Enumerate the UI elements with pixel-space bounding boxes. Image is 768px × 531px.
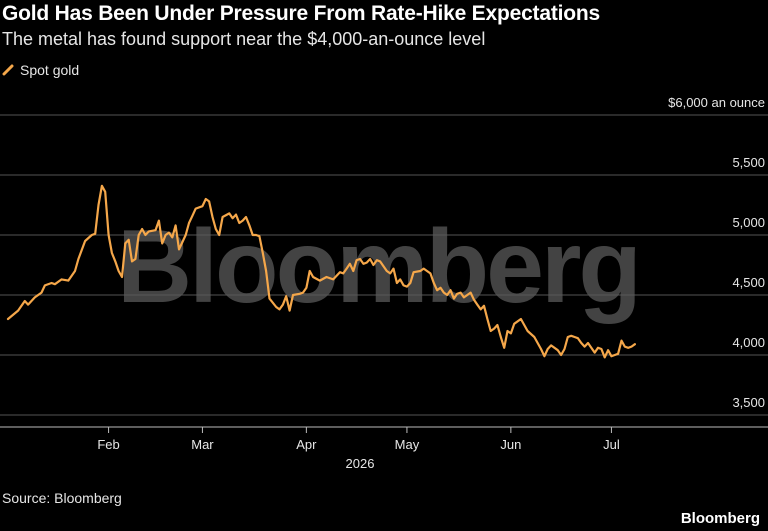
series-line-spot-gold (6, 184, 636, 359)
source-note: Source: Bloomberg (2, 490, 122, 506)
axis-layer: $6,000 an ounce 5,500 5,000 4,500 4,000 3,500… (0, 95, 768, 471)
chart-subtitle: The metal has found support near the $4,… (2, 29, 486, 49)
series-layer (6, 184, 636, 359)
y-tick-label-0: $6,000 an ounce (668, 95, 765, 110)
chart-title: Gold Has Been Under Pressure From Rate-H… (2, 2, 600, 25)
x-tick-label-1: Mar (191, 437, 214, 452)
x-tick-label-4: Jun (500, 437, 521, 452)
legend: Spot gold (2, 62, 79, 78)
y-tick-label-5: 3,500 (732, 395, 765, 410)
y-tick-label-1: 5,500 (732, 155, 765, 170)
x-axis-label: 2026 (346, 456, 375, 471)
legend-label-spot-gold: Spot gold (20, 62, 80, 78)
y-tick-label-2: 5,000 (732, 215, 765, 230)
legend-swatch-spot-gold (2, 64, 14, 76)
x-tick-label-3: May (395, 437, 420, 452)
y-tick-label-4: 4,000 (732, 335, 765, 350)
x-tick-label-2: Apr (296, 437, 317, 452)
x-tick-label-0: Feb (97, 437, 119, 452)
x-tick-label-5: Jul (603, 437, 620, 452)
grid-layer (0, 114, 768, 416)
bloomberg-watermark: Bloomberg (117, 209, 639, 325)
brand-logo-text: Bloomberg (680, 510, 760, 527)
y-tick-label-3: 4,500 (732, 275, 765, 290)
